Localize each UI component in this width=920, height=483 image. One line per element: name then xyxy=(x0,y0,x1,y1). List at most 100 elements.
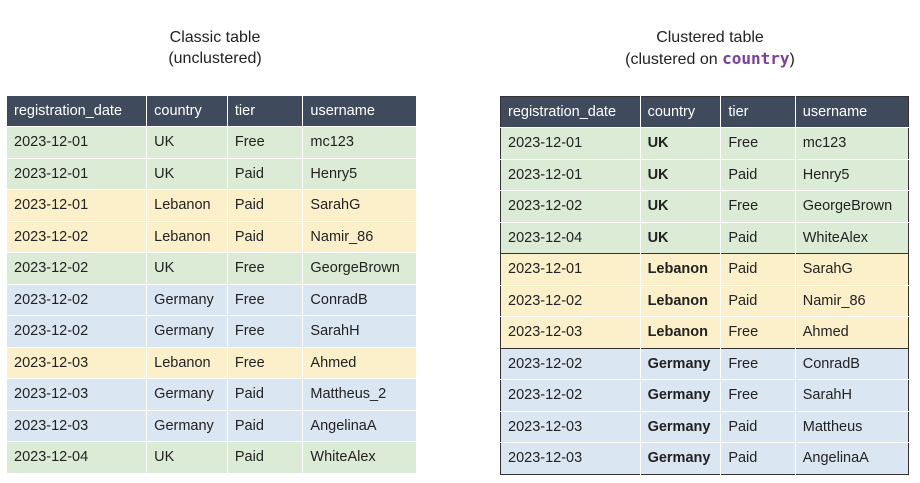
table-row: 2023-12-03 Lebanon Free Ahmed xyxy=(7,346,416,379)
cell-username: Henry5 xyxy=(302,157,416,190)
cell-country: Germany xyxy=(146,378,228,410)
cell-username: SarahG xyxy=(302,189,416,221)
cell-tier: Free xyxy=(227,252,304,284)
table-row: 2023-12-02 UK Free GeorgeBrown xyxy=(500,190,909,222)
cell-country: UK xyxy=(640,190,722,222)
cell-registration-date: 2023-12-03 xyxy=(7,409,148,442)
cell-registration-date: 2023-12-04 xyxy=(7,441,148,473)
cell-tier: Paid xyxy=(720,158,796,191)
table-row: 2023-12-01 UK Paid Henry5 xyxy=(7,157,416,190)
cell-registration-date: 2023-12-01 xyxy=(7,189,148,221)
cell-registration-date: 2023-12-02 xyxy=(7,283,148,316)
cell-tier: Paid xyxy=(227,441,304,473)
cell-tier: Paid xyxy=(720,221,796,254)
cell-tier: Free xyxy=(720,316,796,348)
cell-registration-date: 2023-12-02 xyxy=(7,220,148,253)
cell-registration-date: 2023-12-01 xyxy=(7,157,148,190)
table-row: 2023-12-01 Lebanon Paid SarahG xyxy=(500,253,909,285)
cell-registration-date: 2023-12-01 xyxy=(500,253,641,285)
table-row: 2023-12-04 UK Paid WhiteAlex xyxy=(500,221,909,254)
left-title-line2: (unclustered) xyxy=(168,50,262,67)
cell-country: Lebanon xyxy=(640,284,722,317)
cell-country: Lebanon xyxy=(640,316,722,348)
cell-username: GeorgeBrown xyxy=(302,252,416,284)
cell-registration-date: 2023-12-01 xyxy=(7,126,148,158)
cell-registration-date: 2023-12-02 xyxy=(500,190,641,222)
cell-registration-date: 2023-12-02 xyxy=(7,315,148,347)
table-row: 2023-12-03 Germany Paid AngelinaA xyxy=(7,409,416,442)
cell-username: Ahmed xyxy=(795,316,909,348)
cell-country: UK xyxy=(640,221,722,254)
cell-tier: Free xyxy=(720,379,796,411)
table-header-row: registration_date country tier username xyxy=(7,96,416,127)
right-title-line2: (clustered on country) xyxy=(560,48,860,70)
cell-country: UK xyxy=(146,441,228,473)
cell-username: Namir_86 xyxy=(302,220,416,253)
cell-tier: Paid xyxy=(720,253,796,285)
cell-tier: Paid xyxy=(227,157,304,190)
table-row: 2023-12-01 UK Paid Henry5 xyxy=(500,158,909,191)
column-header-country: country xyxy=(640,96,722,128)
left-table-title: Classic table (unclustered) xyxy=(115,27,315,69)
left-title-line1: Classic table xyxy=(169,29,261,46)
table-row: 2023-12-03 Germany Paid Mattheus xyxy=(500,410,909,443)
cell-username: SarahH xyxy=(302,315,416,347)
cell-country: Germany xyxy=(146,283,228,316)
cell-tier: Paid xyxy=(227,378,304,410)
cell-registration-date: 2023-12-02 xyxy=(500,347,641,380)
cell-username: Ahmed xyxy=(302,346,416,379)
cell-tier: Paid xyxy=(720,284,796,317)
cell-registration-date: 2023-12-03 xyxy=(500,442,641,474)
cell-country: Lebanon xyxy=(640,253,722,285)
cell-registration-date: 2023-12-03 xyxy=(7,346,148,379)
table-header-row: registration_date country tier username xyxy=(500,96,909,128)
cell-username: Mattheus xyxy=(795,410,909,443)
cell-username: GeorgeBrown xyxy=(795,190,909,222)
table-row: 2023-12-03 Germany Paid Mattheus_2 xyxy=(7,378,416,410)
cell-tier: Free xyxy=(227,126,304,158)
cell-registration-date: 2023-12-03 xyxy=(500,316,641,348)
cell-country: UK xyxy=(146,157,228,190)
cell-registration-date: 2023-12-02 xyxy=(500,379,641,411)
cell-username: SarahH xyxy=(795,379,909,411)
cell-tier: Free xyxy=(720,190,796,222)
cell-tier: Paid xyxy=(227,409,304,442)
right-title-suffix: ) xyxy=(789,51,795,68)
cell-tier: Free xyxy=(227,315,304,347)
classic-table: registration_date country tier username 202… xyxy=(7,96,416,473)
cell-country: UK xyxy=(640,127,722,159)
column-header-username: username xyxy=(795,96,909,128)
clustered-table: registration_date country tier username 202… xyxy=(500,96,909,475)
cell-username: WhiteAlex xyxy=(795,221,909,254)
cell-username: AngelinaA xyxy=(302,409,416,442)
cell-registration-date: 2023-12-01 xyxy=(500,127,641,159)
right-title-line1: Clustered table xyxy=(656,29,764,46)
cell-username: ConradB xyxy=(795,347,909,380)
cell-country: Lebanon xyxy=(146,346,228,379)
cell-username: ConradB xyxy=(302,283,416,316)
table-row: 2023-12-02 Germany Free SarahH xyxy=(7,315,416,347)
cell-country: UK xyxy=(146,126,228,158)
cell-username: WhiteAlex xyxy=(302,441,416,473)
cell-username: Henry5 xyxy=(795,158,909,191)
cell-username: AngelinaA xyxy=(795,442,909,474)
cell-username: SarahG xyxy=(795,253,909,285)
cell-tier: Paid xyxy=(720,442,796,474)
table-row: 2023-12-02 Lebanon Paid Namir_86 xyxy=(7,220,416,253)
cell-registration-date: 2023-12-01 xyxy=(500,158,641,191)
cell-country: Germany xyxy=(146,409,228,442)
cell-registration-date: 2023-12-03 xyxy=(500,410,641,443)
table-row: 2023-12-02 Germany Free SarahH xyxy=(500,379,909,411)
cell-registration-date: 2023-12-04 xyxy=(500,221,641,254)
table-row: 2023-12-02 UK Free GeorgeBrown xyxy=(7,252,416,284)
cell-tier: Free xyxy=(227,283,304,316)
cell-country: UK xyxy=(640,158,722,191)
table-row: 2023-12-02 Lebanon Paid Namir_86 xyxy=(500,284,909,317)
cell-country: Lebanon xyxy=(146,220,228,253)
column-header-registration-date: registration_date xyxy=(7,96,148,127)
cell-tier: Paid xyxy=(227,189,304,221)
table-row: 2023-12-01 Lebanon Paid SarahG xyxy=(7,189,416,221)
cell-username: Mattheus_2 xyxy=(302,378,416,410)
table-row: 2023-12-03 Germany Paid AngelinaA xyxy=(500,442,909,474)
cell-registration-date: 2023-12-02 xyxy=(500,284,641,317)
